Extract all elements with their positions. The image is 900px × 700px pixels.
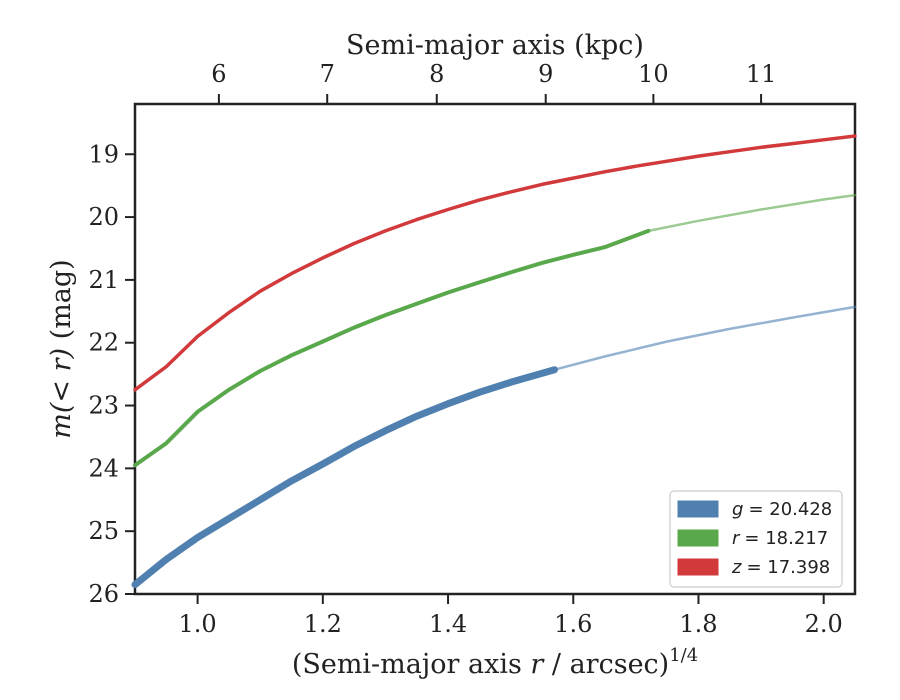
series-g-extrapolated-line [553,305,857,371]
top-tick-label: 10 [638,60,669,88]
y-tick-label: 25 [88,517,119,545]
top-tick-label: 11 [746,60,777,88]
y-axis-title-var: m [46,413,77,439]
x-tick-label: 1.2 [304,610,342,638]
x-tick-label: 2.0 [805,610,843,638]
x-axis-title: (Semi-major axis r / arcsec)1/4 [292,645,698,680]
legend-swatch-z [677,558,719,576]
y-tick-label: 24 [88,454,119,482]
legend-value-g: = 20.428 [748,499,832,520]
x-tick-label: 1.8 [679,610,717,638]
plot-frame [133,102,857,596]
y-axis-title: m(< r) (mag) [46,259,77,438]
top-axis-title: Semi-major axis (kpc) [346,30,644,61]
legend-var-z: z [731,557,742,578]
x-tick-label: 1.4 [429,610,467,638]
axis-ticks: 1.0 1.2 1.4 1.6 1.8 2.0 19 20 21 22 23 24 25 26 6 7 8 9 10… [88,60,842,638]
x-axis-title-main: (Semi-major axis [292,649,531,680]
y-axis-title-unit: (mag) [46,259,77,348]
legend-swatch-r [677,529,719,547]
x-axis-title-sup: 1/4 [669,645,698,666]
top-tick-label: 6 [211,60,226,88]
x-axis-title-tail: / arcsec) [543,649,669,680]
series-r-line [133,228,651,468]
series-r-extrapolated-line [647,193,857,233]
y-tick-label: 23 [88,392,119,420]
x-axis-title-var: r [530,649,545,680]
legend-label-g: g = 20.428 [732,499,832,520]
top-tick-label: 8 [429,60,444,88]
y-axis-title-math: (< r) [46,348,77,413]
top-tick-label: 9 [538,60,553,88]
y-tick-label: 20 [88,203,119,231]
y-tick-label: 21 [88,266,119,294]
y-tick-label: 26 [88,580,119,608]
series-layer [131,134,857,589]
legend-value-r: = 18.217 [744,528,828,549]
legend-var-r: r [732,528,741,549]
legend-label-r: r = 18.217 [732,528,828,549]
legend-var-g: g [732,499,743,520]
legend-value-z: = 17.398 [746,557,830,578]
x-tick-label: 1.6 [554,610,592,638]
x-tick-label: 1.0 [179,610,217,638]
series-g-line [131,366,558,589]
y-tick-label: 19 [88,140,119,168]
series-z-line [133,134,857,392]
y-tick-label: 22 [88,329,119,357]
legend-label-z: z = 17.398 [731,557,830,578]
legend-swatch-g [677,500,719,518]
top-tick-label: 7 [320,60,335,88]
